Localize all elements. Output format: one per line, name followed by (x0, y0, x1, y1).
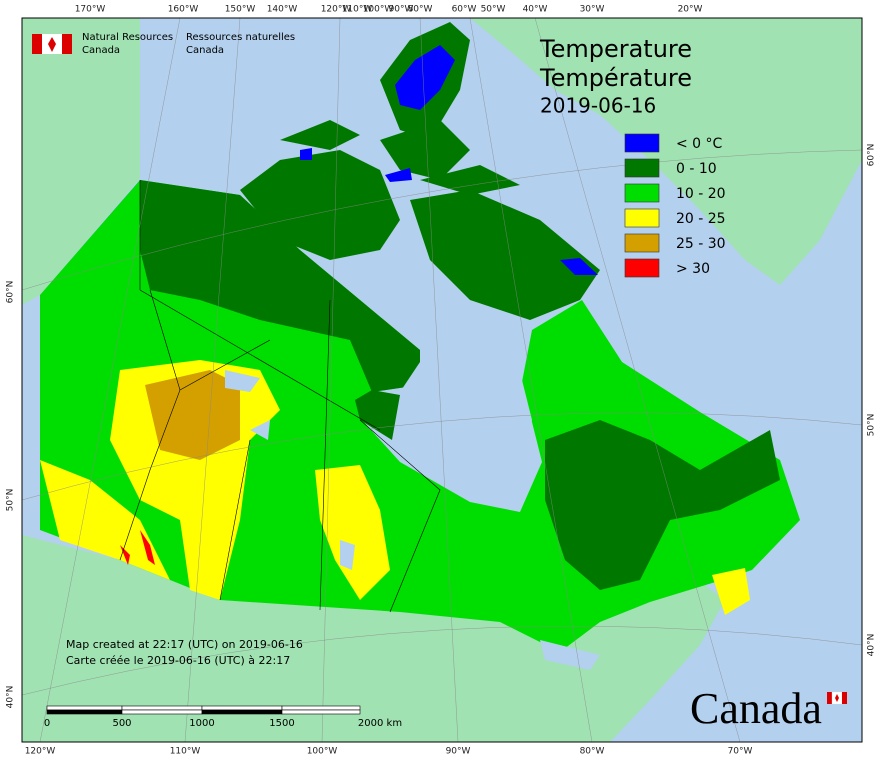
warm-zone (40, 460, 170, 580)
scale-segment (121, 705, 203, 711)
legend-label: 0 - 10 (676, 161, 717, 177)
legend-label: 20 - 25 (676, 211, 726, 227)
arctic-island (420, 165, 520, 195)
usa (22, 535, 725, 742)
hot-zone (145, 370, 240, 460)
flag-bar (827, 692, 832, 704)
longitude-label: 90°W (446, 747, 471, 757)
flag-bar (32, 34, 42, 54)
legend: < 0 °C 0 - 10 10 - 20 20 - 25 25 - 30 > 30 (624, 133, 726, 278)
legend-label: < 0 °C (676, 136, 723, 152)
scale-segment (281, 709, 361, 715)
frame (21, 17, 863, 743)
agency-name: Natural Resources (82, 32, 173, 43)
legend-swatch (624, 233, 660, 253)
legend-label: 10 - 20 (676, 186, 726, 202)
cold-area (395, 45, 455, 110)
longitude-label: 170°W (75, 5, 106, 15)
scale-segment (46, 705, 123, 711)
legend-label: 25 - 30 (676, 236, 726, 252)
flag-bar (62, 34, 72, 54)
graticule-labels: 170°W 160°W 150°W 140°W 120°W110°W100°W90°W8… (6, 5, 877, 757)
cold-area (385, 168, 412, 182)
scale-label: 500 (112, 718, 131, 729)
quebec-zone (545, 420, 780, 590)
longitude-label: 70°W (728, 747, 753, 757)
latitude-label: 40°N (6, 686, 16, 709)
scale-segment (281, 705, 361, 711)
scale-label: 1500 (269, 718, 294, 729)
longitude-label: 80°W (408, 5, 433, 15)
arctic-island (380, 120, 470, 180)
agency-name: Canada (186, 45, 224, 56)
longitude-label: 20°W (678, 5, 703, 15)
longitude-label: 160°W (168, 5, 199, 15)
longitude-label: 60°W (452, 5, 477, 15)
longitude-label: 110°W (342, 5, 373, 15)
longitude-label: 110°W (170, 747, 201, 757)
boundary (119, 180, 441, 613)
longitude-label: 80°W (580, 747, 605, 757)
north-zone (140, 180, 420, 392)
warm-zone (712, 568, 750, 615)
legend-swatch (624, 133, 660, 153)
longitude-label: 90°W (389, 5, 414, 15)
longitude-label: 100°W (307, 747, 338, 757)
map-title: Temperature (539, 35, 692, 63)
latitude-label: 60°N (867, 144, 877, 167)
legend-swatch (624, 158, 660, 178)
graticule-line (21, 17, 863, 743)
legend-swatch (624, 208, 660, 228)
longitude-label: 100°W (363, 5, 394, 15)
scale-label: 2000 km (358, 718, 402, 729)
alaska (22, 18, 140, 305)
scale-segment (46, 709, 123, 715)
longitude-label: 40°W (523, 5, 548, 15)
flag-bar (842, 692, 847, 704)
greenland (470, 18, 862, 285)
agency-name: Ressources naturelles (186, 32, 295, 43)
credit: Map created at 22:17 (UTC) on 2019-06-16 (66, 638, 303, 651)
longitude-label: 140°W (267, 5, 298, 15)
scale-label: 1000 (189, 718, 214, 729)
credit: Carte créée le 2019-06-16 (UTC) à 22:17 (66, 654, 290, 667)
cold-area (300, 148, 312, 160)
longitude-label: 50°W (481, 5, 506, 15)
hudson-bay (400, 342, 532, 500)
baffin (410, 190, 600, 320)
longitude-label: 30°W (580, 5, 605, 15)
maple-leaf (48, 37, 56, 52)
latitude-label: 60°N (6, 281, 16, 304)
latitude-label: 50°N (867, 414, 877, 437)
arctic-island (240, 150, 400, 260)
scale-segment (121, 709, 203, 715)
warm-zone (315, 465, 390, 600)
longitude-label: 150°W (225, 5, 256, 15)
arctic-island (280, 120, 360, 150)
wordmark: Canada (690, 684, 822, 733)
map-title: Température (539, 64, 692, 92)
longitude-label: 120°W (321, 5, 352, 15)
agency-name: Canada (82, 45, 120, 56)
latitude-label: 50°N (6, 489, 16, 512)
map-date: 2019-06-16 (540, 94, 656, 118)
legend-swatch (624, 183, 660, 203)
cold-area (560, 258, 598, 275)
hot-spot (120, 530, 155, 565)
scale-label: 0 (44, 718, 50, 729)
scale-segment (201, 709, 283, 715)
legend-swatch (624, 258, 660, 278)
legend-label: > 30 (676, 261, 710, 277)
latitude-label: 40°N (867, 634, 877, 657)
maple-leaf (835, 694, 839, 702)
longitude-label: 120°W (25, 747, 56, 757)
scale-bar: 0 500 1000 1500 2000 km (44, 705, 402, 729)
hudson-coast (355, 390, 400, 440)
scale-segment (201, 705, 283, 711)
